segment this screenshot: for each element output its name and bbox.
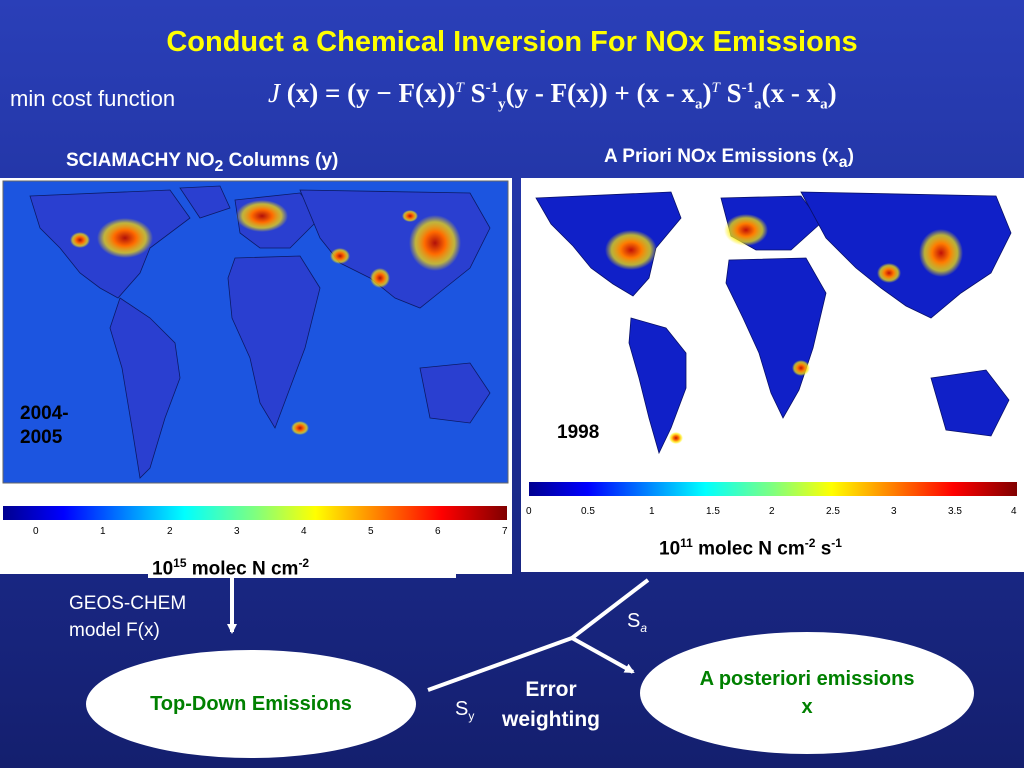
colorbar-tick: 0.5 (581, 506, 595, 517)
colorbar-tick: 4 (301, 526, 307, 537)
no2-hotspots (70, 200, 461, 435)
sy-branch-line (427, 636, 573, 692)
posterior-arrow (571, 636, 635, 674)
colorbar-tick: 1.5 (706, 506, 720, 517)
colorbar-tick: 2.5 (826, 506, 840, 517)
colorbar-tick: 1 (649, 506, 655, 517)
cost-function-label: min cost function (10, 86, 176, 111)
sciamachy-map-panel: 0 1 2 3 4 5 6 7 2004- 2005 (0, 178, 512, 574)
colorbar-tick: 1 (100, 526, 106, 537)
sciamachy-unit-label: 1015 molec N cm-2 (148, 548, 456, 579)
sciamachy-world-map (2, 180, 509, 520)
sa-branch-line (570, 578, 650, 640)
sy-label: Sy (455, 698, 475, 723)
colorbar-tick: 7 (502, 526, 508, 537)
colorbar-tick: 3.5 (948, 506, 962, 517)
apriori-world-map (529, 191, 1017, 496)
colorbar-tick: 5 (368, 526, 374, 537)
colorbar-tick: 6 (435, 526, 441, 537)
sciamachy-year-label: 2004- 2005 (20, 403, 69, 448)
slide-title: Conduct a Chemical Inversion For NOx Emi… (166, 26, 858, 58)
error-weighting-label: Error weighting (502, 678, 600, 731)
apriori-unit-label: 1011 molec N cm-2 s-1 (659, 536, 842, 561)
colorbar-tick: 3 (234, 526, 240, 537)
cost-function-equation: J (x) = (y − F(x))T S-1y(y - F(x)) + (x … (268, 78, 837, 113)
posterior-emissions-label: A posteriori emissions x (699, 668, 915, 718)
colorbar-tick: 2 (167, 526, 173, 537)
apriori-year-label: 1998 (557, 422, 600, 443)
sa-label: Sa (627, 610, 648, 635)
colorbar-tick: 0 (33, 526, 39, 537)
apriori-colorbar (529, 482, 1017, 496)
emission-hotspots (605, 214, 963, 444)
sciamachy-panel-title: SCIAMACHY NO2 Columns (y) (66, 150, 339, 175)
top-down-emissions-label: Top-Down Emissions (150, 692, 352, 715)
geos-chem-model-label: GEOS-CHEM model F(x) (69, 593, 187, 641)
colorbar-tick: 0 (526, 506, 532, 517)
colorbar-tick: 3 (891, 506, 897, 517)
sciamachy-colorbar (3, 506, 507, 520)
colorbar-tick: 2 (769, 506, 775, 517)
apriori-panel-title: A Priori NOx Emissions (xa) (604, 146, 854, 171)
posterior-emissions-oval: A posteriori emissions x (640, 632, 974, 754)
top-down-emissions-oval: Top-Down Emissions (86, 650, 416, 758)
apriori-land (535, 191, 1012, 455)
colorbar-tick: 4 (1011, 506, 1017, 517)
apriori-map-panel: 0 0.5 1 1.5 2 2.5 3 3.5 4 1998 1011 mole… (521, 178, 1024, 572)
